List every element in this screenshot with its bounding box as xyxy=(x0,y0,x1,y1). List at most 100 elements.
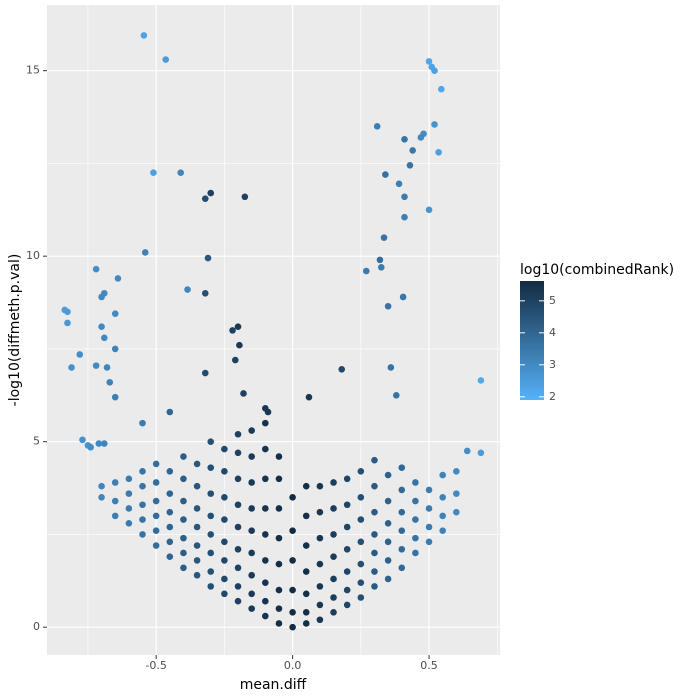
point xyxy=(384,557,392,564)
point xyxy=(431,121,438,128)
point xyxy=(417,134,425,141)
point xyxy=(152,479,160,486)
y-axis-title: -log10(diffmeth.p.val) xyxy=(7,254,23,407)
y-tick-label: 10 xyxy=(26,249,40,262)
point xyxy=(439,512,446,520)
point xyxy=(248,605,255,612)
point xyxy=(177,169,185,176)
point xyxy=(384,519,392,527)
point xyxy=(305,393,313,401)
point xyxy=(302,620,310,627)
point xyxy=(207,531,215,538)
point xyxy=(371,531,378,538)
point xyxy=(98,494,105,501)
point xyxy=(111,497,119,505)
colorbar-label: 3 xyxy=(549,358,556,371)
point xyxy=(343,545,351,553)
panel-background xyxy=(47,5,500,655)
point xyxy=(393,391,400,399)
point xyxy=(330,594,337,601)
point xyxy=(425,58,433,65)
point xyxy=(152,497,160,505)
point xyxy=(275,505,283,512)
point xyxy=(139,468,146,475)
point xyxy=(384,302,392,310)
point xyxy=(207,438,215,445)
point xyxy=(302,568,310,575)
point xyxy=(114,275,122,282)
point xyxy=(380,234,388,241)
point xyxy=(152,460,160,468)
point xyxy=(425,486,433,494)
y-tick-label: 0 xyxy=(33,620,40,633)
x-tick-label: -0.5 xyxy=(145,659,166,672)
point xyxy=(221,557,228,564)
point xyxy=(398,486,406,494)
point xyxy=(302,482,310,490)
point xyxy=(398,527,406,535)
point xyxy=(477,449,485,457)
point xyxy=(125,519,133,527)
point xyxy=(111,393,119,401)
point xyxy=(357,494,365,501)
point xyxy=(166,538,174,546)
point xyxy=(79,436,86,444)
point xyxy=(221,494,228,501)
point xyxy=(330,553,337,560)
point xyxy=(401,213,408,221)
point xyxy=(166,490,174,497)
point xyxy=(376,256,384,264)
point xyxy=(371,583,378,590)
colorbar-label: 4 xyxy=(549,326,556,339)
point xyxy=(95,440,103,447)
point xyxy=(240,390,247,397)
point xyxy=(234,430,242,438)
point xyxy=(166,553,174,560)
point xyxy=(248,427,255,434)
point xyxy=(111,345,119,353)
point xyxy=(180,453,187,460)
point xyxy=(384,575,392,583)
point xyxy=(221,575,228,583)
point xyxy=(377,264,385,271)
point xyxy=(139,501,146,509)
point xyxy=(111,479,119,486)
point xyxy=(412,516,419,523)
point xyxy=(382,171,389,178)
point xyxy=(412,479,419,486)
point xyxy=(262,505,269,512)
point xyxy=(193,482,201,490)
point xyxy=(152,542,160,549)
colorbar-label: 5 xyxy=(549,294,556,307)
point xyxy=(204,254,212,262)
point xyxy=(184,286,191,293)
point xyxy=(316,560,324,568)
point xyxy=(330,479,337,486)
point xyxy=(412,534,419,542)
point xyxy=(125,490,133,497)
point xyxy=(425,538,433,546)
point xyxy=(262,404,269,412)
point xyxy=(125,475,133,483)
point xyxy=(193,557,201,564)
point xyxy=(92,265,100,273)
point xyxy=(166,468,174,475)
point xyxy=(162,56,170,63)
points xyxy=(61,32,485,631)
point xyxy=(398,508,406,516)
point xyxy=(387,364,395,371)
point xyxy=(262,531,269,538)
point xyxy=(236,341,243,349)
point xyxy=(463,447,471,455)
point xyxy=(357,516,365,523)
point xyxy=(152,527,160,535)
point xyxy=(275,620,283,627)
point xyxy=(221,516,228,523)
colorbar xyxy=(520,281,544,400)
point xyxy=(180,564,187,572)
point xyxy=(431,67,438,74)
point xyxy=(425,206,433,214)
point xyxy=(64,319,71,327)
point xyxy=(453,490,460,497)
